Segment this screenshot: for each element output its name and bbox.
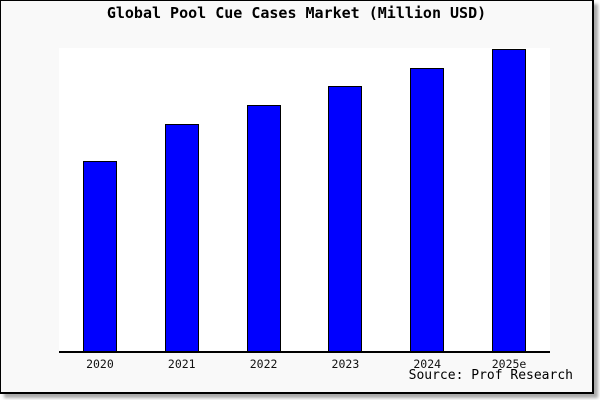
bar-slot-2023 — [304, 48, 386, 351]
x-axis-label-2022: 2022 — [249, 357, 278, 371]
bar-2021 — [164, 124, 199, 351]
bar-2023 — [328, 86, 363, 351]
x-axis-label-2021: 2021 — [167, 357, 196, 371]
chart-title: Global Pool Cue Cases Market (Million US… — [106, 4, 487, 22]
chart-canvas: Global Pool Cue Cases Market (Million US… — [0, 0, 594, 394]
bar-2025e — [492, 49, 527, 351]
bar-2020 — [82, 161, 117, 351]
bar-slot-2025e — [468, 48, 550, 351]
source-credit: Source: Prof Research — [408, 368, 573, 383]
bar-slot-2021 — [141, 48, 223, 351]
x-axis-label-2020: 2020 — [86, 357, 114, 371]
bar-slot-2020 — [59, 48, 141, 351]
plot-area — [59, 48, 550, 353]
bar-2024 — [410, 68, 445, 351]
x-axis-label-2024: 2024 — [413, 357, 442, 371]
bar-2022 — [246, 105, 281, 351]
bar-slot-2024 — [386, 48, 468, 351]
x-axis-label-2023: 2023 — [331, 357, 360, 371]
x-axis: 2020 2021 2022 2023 2024 2025e — [59, 357, 550, 371]
x-axis-label-2025e: 2025e — [491, 357, 527, 371]
bar-slot-2022 — [223, 48, 305, 351]
